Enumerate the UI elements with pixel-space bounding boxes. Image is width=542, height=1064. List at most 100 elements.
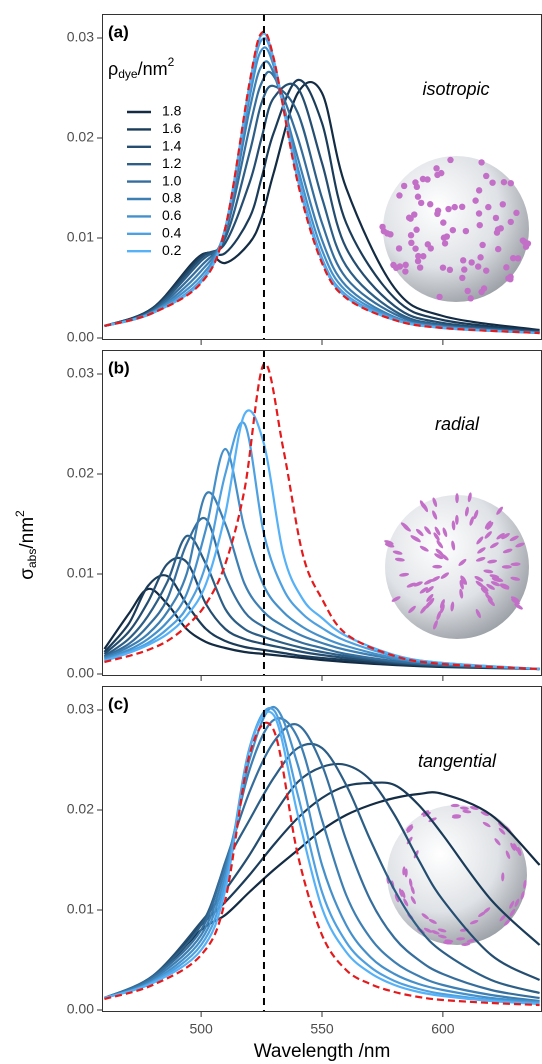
- legend-title-part: /nm: [138, 59, 168, 79]
- dye: [451, 520, 456, 531]
- dye: [509, 254, 517, 262]
- dye: [433, 165, 440, 172]
- dye: [433, 532, 440, 541]
- spectrum-line: [103, 534, 540, 671]
- dye: [501, 872, 505, 882]
- dye: [447, 156, 454, 164]
- panel-label: (a): [108, 22, 129, 41]
- dye: [479, 241, 486, 249]
- dye: [494, 226, 502, 233]
- legend-label: 1.0: [162, 172, 182, 188]
- dye: [410, 896, 416, 905]
- dye: [475, 557, 486, 562]
- x-axis-title: Wavelength /nm: [254, 1041, 391, 1062]
- dye: [510, 562, 521, 567]
- dye: [384, 540, 394, 545]
- spectrum-line: [104, 717, 540, 1003]
- y-tick-label: 0.00: [67, 1001, 94, 1017]
- dye: [446, 266, 454, 274]
- dye: [415, 528, 424, 537]
- dye: [501, 565, 512, 569]
- dye: [507, 273, 514, 281]
- dye: [424, 241, 431, 248]
- dye: [408, 878, 413, 888]
- dye: [439, 264, 447, 271]
- y-axis-title-part: /nm: [17, 517, 38, 549]
- dye: [469, 920, 479, 925]
- dye: [476, 221, 483, 229]
- dye: [499, 201, 506, 208]
- dye: [408, 239, 415, 247]
- legend-title-part: ρ: [108, 59, 118, 79]
- dye: [477, 547, 486, 554]
- dye: [458, 203, 466, 211]
- dye: [472, 197, 479, 204]
- annotation: isotropic: [422, 79, 489, 99]
- dye: [480, 587, 489, 595]
- dye: [414, 193, 422, 200]
- dye: [509, 908, 516, 917]
- y-tick-label: 0.01: [67, 565, 94, 581]
- spectrum-line: [104, 447, 540, 671]
- dye: [467, 295, 474, 302]
- y-tick-label: 0.03: [67, 701, 94, 717]
- dye: [483, 569, 494, 574]
- legend-label: 1.8: [162, 103, 182, 119]
- spectrum-line: [103, 556, 540, 671]
- dye: [424, 176, 431, 183]
- spectrum-line: [103, 574, 540, 671]
- x-tick-label: 600: [431, 1021, 455, 1037]
- y-tick-label: 0.01: [67, 229, 94, 245]
- dye: [449, 226, 457, 234]
- dye: [406, 824, 413, 832]
- dye: [495, 245, 502, 253]
- dye: [413, 581, 423, 587]
- dye: [461, 266, 468, 273]
- y-tick-label: 0.03: [67, 365, 94, 381]
- legend-title: ρdye/nm2: [108, 55, 175, 81]
- curves: [103, 350, 540, 676]
- dye: [503, 264, 510, 271]
- y-tick-label: 0.03: [67, 29, 94, 45]
- dye: [380, 228, 388, 235]
- dye: [510, 842, 516, 851]
- dye: [412, 245, 419, 252]
- dye: [404, 868, 408, 878]
- dye: [485, 203, 492, 211]
- dye: [483, 172, 490, 180]
- dye: [406, 826, 414, 833]
- dye: [432, 497, 438, 507]
- dye: [440, 219, 447, 226]
- dye: [477, 254, 484, 261]
- legend-label: 0.6: [162, 207, 182, 223]
- dye: [502, 548, 513, 554]
- dye: [419, 587, 429, 594]
- dye: [489, 542, 499, 549]
- dye: [405, 214, 413, 221]
- dye: [408, 605, 416, 614]
- dye: [384, 542, 395, 548]
- dye: [424, 526, 432, 535]
- dye: [434, 553, 443, 560]
- dye: [442, 527, 448, 538]
- dye: [507, 218, 514, 226]
- dye: [476, 536, 484, 545]
- legend-label: 1.4: [162, 138, 182, 154]
- dye: [441, 240, 449, 247]
- dye: [451, 203, 458, 211]
- dye: [524, 240, 532, 247]
- spectrum-line: [104, 710, 540, 1006]
- dye: [440, 553, 449, 561]
- dye: [489, 574, 500, 579]
- legend-label: 1.2: [162, 155, 182, 171]
- dye: [499, 914, 507, 922]
- dye: [414, 257, 422, 265]
- dye: [431, 930, 440, 935]
- dye: [413, 226, 420, 233]
- dye: [415, 252, 422, 260]
- dye: [514, 255, 522, 262]
- dye: [440, 603, 445, 614]
- y-axis-title-part: abs: [25, 549, 39, 568]
- dye: [483, 267, 490, 274]
- dye: [466, 938, 476, 943]
